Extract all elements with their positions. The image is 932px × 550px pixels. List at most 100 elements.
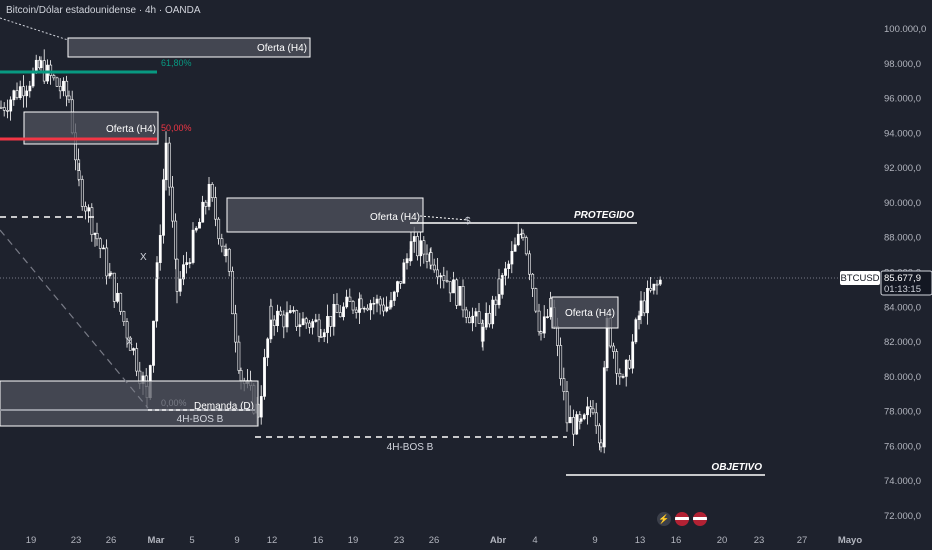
x-tick-label: 19 [26,535,37,546]
y-tick-label: 82.000,0 [884,337,921,348]
candle-body [292,310,295,312]
candle-body [135,348,139,372]
x-tick-label: 16 [671,535,682,546]
candle-body [158,235,162,263]
x-tick-label: 23 [71,535,82,546]
y-tick-label: 90.000,0 [884,198,921,209]
candle-body [546,316,549,318]
us-flag-icon[interactable] [693,512,707,526]
candle-body [491,299,495,325]
candle-body [217,218,221,240]
candle-body [439,275,443,278]
liquidity-dotted-line[interactable] [419,215,469,221]
candle-body [354,309,358,313]
candle-body [182,264,185,280]
candle-body [474,311,478,317]
candle-body [510,251,514,265]
candle-body [579,418,583,422]
candle-body [539,331,543,334]
candle-body [575,414,579,435]
candle-body [655,283,659,286]
candle-body [468,317,471,324]
candle-body [301,318,305,326]
x-tick-label: Abr [490,535,507,546]
supply-zone-1-label: Oferta (H4) [257,43,307,54]
candle-body [185,262,189,265]
x-tick-label: 4 [532,535,537,546]
chart-events[interactable]: ⚡ [657,512,707,526]
protegido-label: PROTEGIDO [574,210,634,221]
y-tick-label: 74.000,0 [884,476,921,487]
candle-body [351,301,355,311]
us-flag-icon[interactable] [675,512,689,526]
candle-body [448,281,452,294]
fib-trend-line[interactable] [0,229,149,409]
dotted-pointer-line[interactable] [0,17,69,41]
candle-body [322,332,326,338]
candle-body [628,359,631,369]
candle-body [87,207,91,212]
symbol-price-tag[interactable]: BTCUSD 85.677,9 01:13:15 [840,270,932,296]
y-tick-label: 80.000,0 [884,372,921,383]
candle-body [531,273,535,289]
candle-body [329,316,333,327]
chart-title: Bitcoin/Dólar estadounidense · 4h · OAND… [6,5,201,16]
x-mark-1: X [140,252,147,263]
candle-body [436,269,439,278]
candle-body [488,312,491,325]
candle-body [419,240,423,257]
y-tick-label: 96.000,0 [884,94,921,105]
candle-body [500,275,504,295]
candle-body [272,319,276,326]
candle-body [132,348,135,351]
candle-body [652,283,656,291]
y-tick-label: 88.000,0 [884,233,921,244]
candle-body [631,341,635,369]
candle-body [6,110,9,112]
candle-body [513,244,517,252]
supply-zone-3[interactable]: Oferta (H4) [226,197,424,233]
lightning-icon[interactable]: ⚡ [657,512,671,526]
candle-body [516,233,520,246]
candle-body [524,237,528,255]
candle-body [276,310,279,326]
demand-zone[interactable]: Demanda (D) [0,380,259,427]
x-tick-label: 9 [234,535,239,546]
supply-zone-4[interactable]: Oferta (H4) [551,296,619,329]
supply-zone-1[interactable]: Oferta (H4) [67,37,311,58]
candle-body [481,326,485,342]
y-tick-label: 100.000,0 [884,24,926,35]
candle-body [116,292,119,302]
last-price-text: 85.677,9 [884,273,921,284]
candle-body [162,179,165,236]
candle-body [477,311,481,324]
candle-body [0,106,3,109]
candle-body [507,263,511,269]
candle-body [311,321,315,328]
candle-body [65,80,69,97]
candle-body [295,310,299,327]
candle-body [224,248,228,256]
candle-body [392,291,396,301]
candle-body [642,300,646,314]
candle-body [259,396,263,418]
y-tick-label: 94.000,0 [884,128,921,139]
candle-body [562,378,566,392]
candle-body [621,376,625,378]
candle-body [34,59,38,72]
candle-body [565,391,569,424]
candle-body [375,298,379,304]
candle-body [279,310,283,316]
candle-body [494,299,498,305]
candle-body [534,288,538,312]
candle-body [612,345,615,352]
candle-body [405,258,409,264]
candle-body [559,345,563,379]
x-tick-label: 26 [429,535,440,546]
candle-body [326,316,329,333]
demand-zone-label: Demanda (D) [194,401,254,412]
candle-body [112,272,116,302]
candle-body [164,142,168,181]
candle-body [615,351,619,374]
